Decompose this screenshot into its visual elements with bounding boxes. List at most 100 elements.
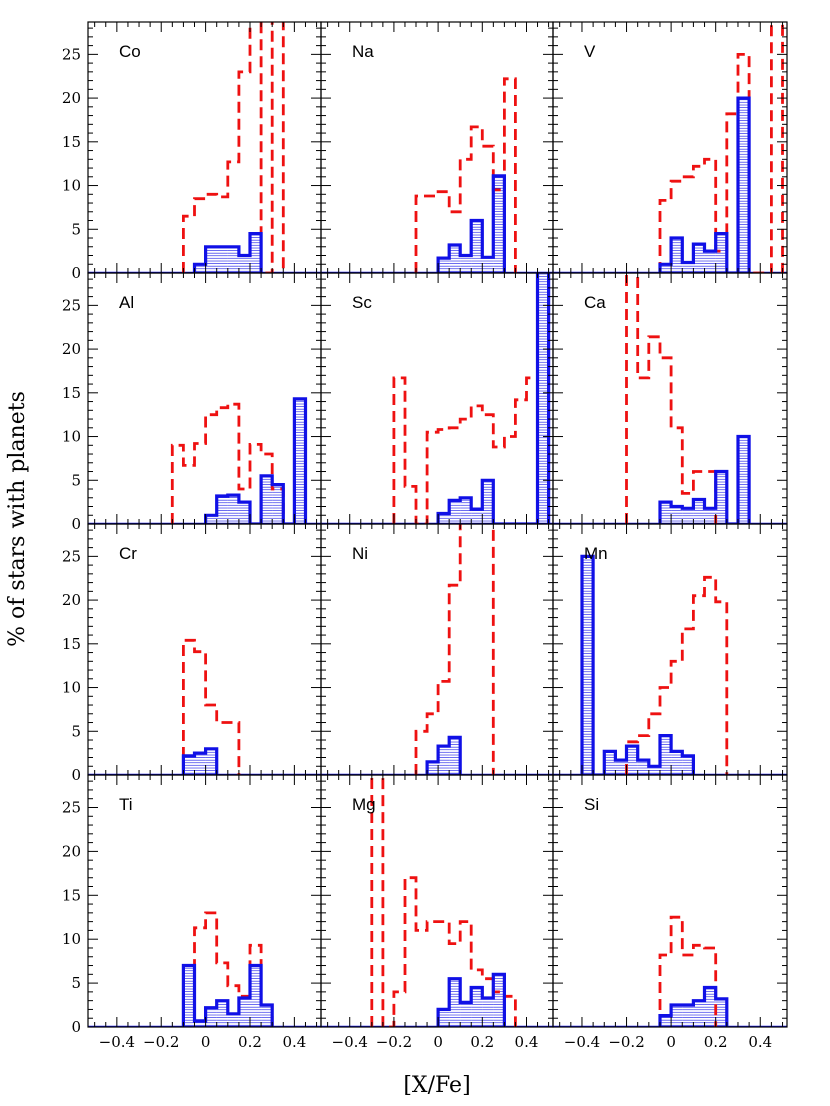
dashed-histogram [658,915,718,1027]
panel-plot-area [88,911,321,1027]
panel-ca: Ca [552,272,788,525]
panel-plot-area [321,77,553,273]
solid-bar [272,484,284,524]
panel-co: 0 5 10 15 20 25 Co [62,21,322,282]
panel-v: V [552,21,788,274]
panel-label-cr: Cr [119,544,137,563]
solid-histogram [436,972,506,1027]
solid-bar [482,998,494,1027]
y-tick-label: 5 [71,974,81,992]
panel-mn: Mn [552,523,788,776]
solid-bar [438,513,450,524]
y-tick-label: 5 [71,471,81,489]
y-tick-label: 0 [71,766,81,784]
solid-bar [449,737,461,775]
panel-label-sc: Sc [352,293,372,312]
solid-bar [460,255,472,273]
solid-bar [648,766,660,775]
y-tick-label: 15 [62,635,81,653]
y-tick-label: 25 [62,547,81,565]
solid-bar [449,978,461,1027]
y-tick-label: 10 [62,679,81,697]
panel-frame [552,774,788,1028]
y-tick-label: 20 [62,340,81,358]
solid-bar [427,761,439,775]
solid-histogram [436,174,506,273]
y-tick-label: 0 [71,515,81,533]
solid-bar [671,506,683,524]
y-tick-label: 5 [71,220,81,238]
solid-bar [615,760,627,775]
solid-bar [261,475,273,524]
solid-bar [205,1007,217,1027]
solid-bar [537,273,549,524]
solid-bar [682,508,694,524]
x-tick-label: 0 [666,1033,676,1051]
solid-bar [227,495,239,524]
solid-bar [238,998,250,1027]
y-tick-label: 10 [62,930,81,948]
y-tick-label: 5 [71,722,81,740]
solid-bar [715,998,727,1027]
solid-bar [682,262,694,273]
x-tick-label: 0.2 [704,1033,728,1051]
solid-bar [482,480,494,524]
x-tick-label: 0.2 [238,1033,262,1051]
solid-bar [482,257,494,273]
x-tick-label: −0.4 [99,1033,135,1051]
solid-bar [693,1000,705,1027]
solid-histogram [181,963,274,1027]
y-axis-title: % of stars with planets [5,391,30,647]
panel-plot-area [553,22,787,273]
panel-label-al: Al [119,293,134,312]
solid-bar [671,751,683,775]
panel-label-v: V [584,42,596,61]
solid-bar [183,965,195,1027]
solid-bar [493,974,505,1027]
solid-histogram [658,985,729,1027]
solid-bar [194,264,206,273]
solid-bar [460,497,472,524]
solid-bar [294,398,306,524]
y-tick-label: 20 [62,591,81,609]
solid-bar [216,496,228,524]
solid-bar [194,753,206,775]
solid-bar [438,258,450,273]
solid-bar [737,98,750,273]
dashed-histogram [170,402,285,524]
solid-bar [183,755,195,775]
x-tick-label: −0.4 [564,1033,600,1051]
solid-bar [438,746,450,775]
panel-label-ti: Ti [119,795,133,814]
solid-bar [693,244,705,273]
x-tick-label: 0.4 [748,1033,772,1051]
solid-bar [471,220,483,273]
y-tick-label: 15 [62,133,81,151]
solid-bar [449,500,461,524]
dashed-histogram [658,22,784,273]
solid-bar [715,471,727,524]
panel-ti: 0 5 10 15 20 25 −0.4 −0.2 0 0.2 0.4 Ti [62,774,322,1051]
dashed-histogram [414,77,517,273]
solid-bar [671,1005,683,1027]
dashed-histogram [625,575,729,775]
panel-label-co: Co [119,42,141,61]
y-tick-label: 0 [71,1018,81,1036]
x-tick-label: 0 [201,1033,211,1051]
panel-label-mg: Mg [352,795,376,814]
solid-bar [659,502,672,524]
solid-bar [227,1013,239,1027]
solid-bar [449,245,461,273]
solid-bar [261,1005,273,1027]
y-tick-label: 10 [62,177,81,195]
x-tick-label: 0.2 [470,1033,494,1051]
dashed-histogram [182,638,241,775]
y-tick-label: 20 [62,842,81,860]
solid-bar [671,238,683,273]
solid-bar [659,735,672,775]
solid-bar [205,515,217,524]
dashed-histogram [182,911,274,1027]
x-tick-label: −0.4 [332,1033,368,1051]
solid-bar [227,246,239,273]
panel-label-na: Na [352,42,374,61]
